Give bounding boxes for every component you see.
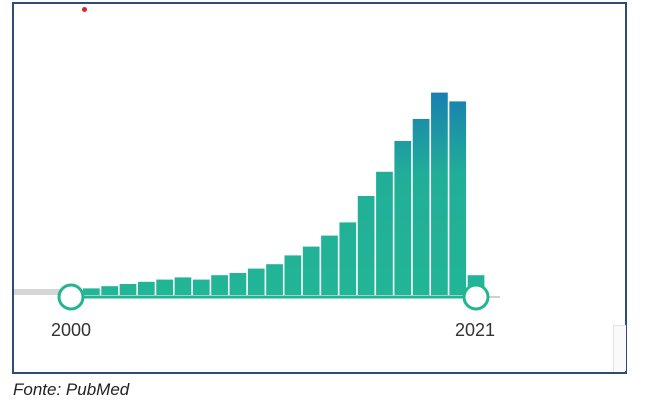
bar-2004[interactable]	[156, 279, 173, 295]
bar-group	[83, 92, 485, 296]
range-start-year-label: 2000	[51, 320, 92, 340]
bar-2018[interactable]	[412, 119, 430, 295]
bar-2000[interactable]	[83, 288, 100, 295]
bar-2020[interactable]	[449, 101, 467, 296]
bar-2017[interactable]	[394, 141, 412, 295]
bar-2014[interactable]	[339, 222, 357, 295]
bar-2012[interactable]	[302, 246, 320, 295]
bar-2019[interactable]	[431, 92, 448, 295]
range-end-year-label: 2021	[455, 320, 496, 340]
bar-2002[interactable]	[119, 284, 137, 295]
range-end-handle[interactable]	[462, 283, 490, 311]
bar-2009[interactable]	[247, 268, 265, 295]
bar-2006[interactable]	[192, 279, 210, 295]
corner-fragment	[613, 325, 626, 371]
bar-2008[interactable]	[229, 273, 247, 295]
bar-2005[interactable]	[174, 277, 192, 295]
bar-2001[interactable]	[101, 286, 119, 295]
chart-frame	[12, 2, 627, 374]
bar-2015[interactable]	[357, 196, 375, 295]
bar-2010[interactable]	[266, 264, 283, 295]
bar-2003[interactable]	[137, 281, 155, 295]
red-dot-mark	[82, 7, 87, 12]
bar-2011[interactable]	[284, 255, 302, 295]
bar-2016[interactable]	[376, 171, 393, 295]
bar-2013[interactable]	[321, 235, 338, 295]
range-start-handle[interactable]	[57, 283, 85, 311]
bar-2007[interactable]	[211, 275, 228, 295]
source-caption: Fonte: PubMed	[13, 380, 130, 399]
